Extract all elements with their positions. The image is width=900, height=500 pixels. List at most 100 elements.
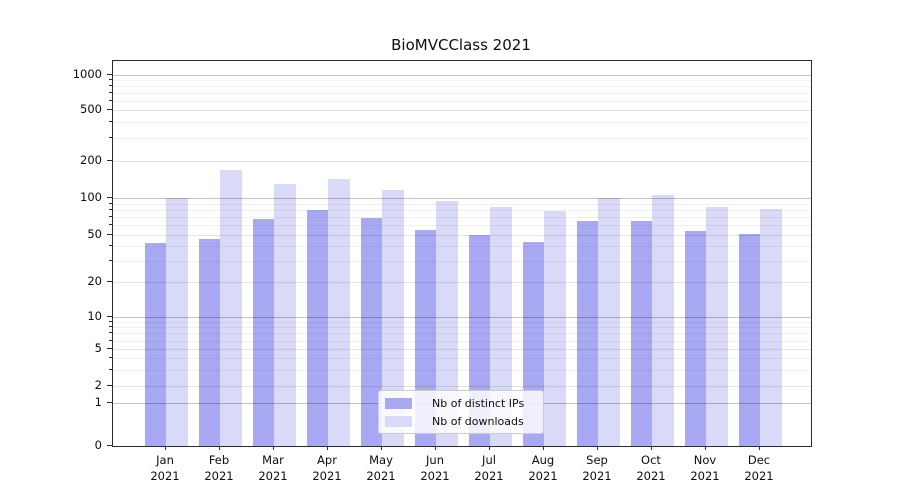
y-axis-tick-label-2: 2 (94, 378, 102, 392)
x-axis-tick-label-jan: Jan 2021 (150, 453, 180, 483)
y-axis-tick-500 (107, 109, 112, 110)
y-axis-minor-tick (109, 202, 112, 204)
bar-downloads-apr (328, 178, 350, 446)
legend-label-distinct-ips: Nb of distinct IPs (432, 396, 525, 410)
x-axis-tick-label-apr: Apr 2021 (312, 453, 342, 483)
y-axis-minor-tick (109, 121, 112, 123)
y-axis-tick-label-500: 500 (80, 102, 102, 116)
bar-downloads-may (382, 190, 404, 446)
gridline-1000 (113, 75, 811, 76)
y-axis-tick-label-1000: 1000 (72, 67, 102, 81)
x-axis-tick-label-jul: Jul 2021 (474, 453, 504, 483)
legend-item-downloads: Nb of downloads (385, 415, 537, 428)
y-axis-tick-label-5: 5 (94, 341, 102, 355)
bar-ips-apr (306, 209, 328, 446)
bar-downloads-jun (436, 200, 458, 446)
chart-title: BioMVCClass 2021 (391, 36, 531, 54)
x-axis-tick-jun (435, 446, 436, 450)
bar-downloads-mar (274, 183, 296, 446)
y-axis-minor-tick (109, 245, 112, 247)
legend: Nb of distinct IPs Nb of downloads (378, 390, 544, 434)
gridline-500 (113, 110, 811, 111)
y-axis-tick-2 (107, 385, 112, 386)
x-axis-tick-jul (489, 446, 490, 450)
legend-swatch-distinct-ips (385, 397, 412, 409)
y-axis-tick-label-20: 20 (87, 274, 102, 288)
y-axis-tick-200 (107, 160, 112, 161)
bar-ips-feb (198, 239, 220, 446)
gridline-800 (113, 86, 811, 88)
legend-label-downloads: Nb of downloads (432, 414, 524, 428)
y-axis-tick-50 (107, 234, 112, 235)
x-axis-tick-feb (219, 446, 220, 450)
y-axis-tick-1 (107, 402, 112, 403)
x-axis-tick-label-nov: Nov 2021 (690, 453, 720, 483)
y-axis-tick-5 (107, 348, 112, 349)
plot-area (112, 60, 812, 447)
gridline-300 (113, 138, 811, 140)
bar-ips-sep (576, 220, 598, 446)
x-axis-tick-apr (327, 446, 328, 450)
bar-downloads-jul (490, 207, 512, 446)
x-axis-tick-aug (543, 446, 544, 450)
y-axis-minor-tick (109, 320, 112, 322)
y-axis-minor-tick (109, 326, 112, 328)
y-axis-tick-1000 (107, 74, 112, 75)
x-axis-tick-label-jun: Jun 2021 (420, 453, 450, 483)
y-axis-tick-10 (107, 316, 112, 317)
gridline-400 (113, 122, 811, 124)
bar-ips-oct (630, 220, 652, 446)
y-axis-minor-tick (109, 368, 112, 370)
x-axis-tick-dec (759, 446, 760, 450)
gridline-100 (113, 198, 811, 199)
x-axis-tick-label-dec: Dec 2021 (744, 453, 774, 483)
y-axis-minor-tick (109, 260, 112, 262)
bar-ips-may (360, 217, 382, 446)
bar-downloads-nov (706, 207, 728, 446)
gridline-600 (113, 100, 811, 102)
bar-ips-mar (252, 218, 274, 446)
y-axis-tick-label-200: 200 (80, 153, 102, 167)
y-axis-tick-label-0: 0 (94, 438, 102, 452)
x-axis-tick-label-mar: Mar 2021 (258, 453, 288, 483)
x-axis-tick-label-aug: Aug 2021 (528, 453, 558, 483)
y-axis-minor-tick (109, 339, 112, 341)
y-axis-tick-label-100: 100 (80, 190, 102, 204)
bar-downloads-jan (166, 198, 188, 446)
y-axis-tick-label-50: 50 (87, 227, 102, 241)
x-axis-tick-sep (597, 446, 598, 450)
x-axis-tick-label-sep: Sep 2021 (582, 453, 612, 483)
x-axis-tick-label-feb: Feb 2021 (204, 453, 234, 483)
x-axis-tick-may (381, 446, 382, 450)
gridline-90 (113, 203, 811, 205)
bar-ips-nov (684, 230, 706, 446)
x-axis-tick-jan (165, 446, 166, 450)
gridline-900 (113, 80, 811, 82)
bar-downloads-feb (220, 170, 242, 446)
y-axis-minor-tick (109, 99, 112, 101)
x-axis-tick-nov (705, 446, 706, 450)
x-axis-tick-label-oct: Oct 2021 (636, 453, 666, 483)
y-axis-minor-tick (109, 85, 112, 87)
bar-downloads-dec (760, 209, 782, 446)
y-axis-minor-tick (109, 92, 112, 93)
bar-downloads-sep (598, 198, 620, 446)
bar-ips-jan (144, 242, 166, 446)
y-axis-tick-20 (107, 281, 112, 282)
y-axis-tick-label-10: 10 (87, 309, 102, 323)
bar-ips-dec (738, 233, 760, 446)
y-axis-tick-label-1: 1 (94, 395, 102, 409)
bar-downloads-aug (544, 210, 566, 446)
y-axis-minor-tick (109, 332, 112, 334)
gridline-700 (113, 93, 811, 94)
y-axis-minor-tick (109, 224, 112, 226)
x-axis-tick-oct (651, 446, 652, 450)
x-axis-tick-label-may: May 2021 (366, 453, 396, 483)
y-axis-minor-tick (109, 137, 112, 139)
y-axis-minor-tick (109, 208, 112, 210)
legend-item-distinct-ips: Nb of distinct IPs (385, 397, 537, 410)
y-axis-minor-tick (109, 79, 112, 81)
legend-swatch-downloads (385, 415, 412, 427)
y-axis-minor-tick (109, 357, 112, 358)
